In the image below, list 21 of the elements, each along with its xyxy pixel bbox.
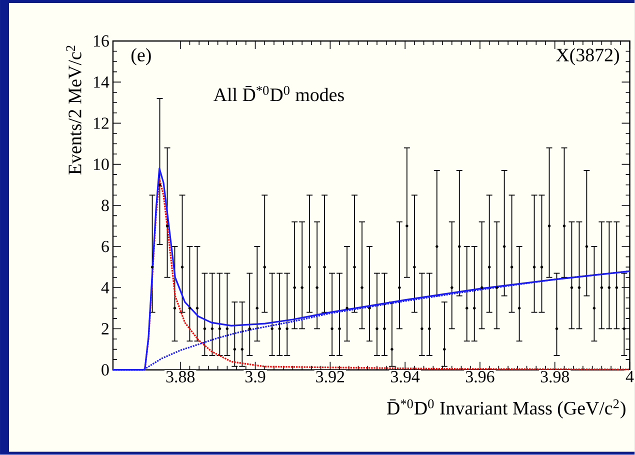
y-tick-label: 16 bbox=[94, 35, 109, 47]
x-tick-label: 3.98 bbox=[540, 371, 570, 383]
y-tick-label: 4 bbox=[101, 282, 110, 294]
y-axis-title: Events/2 MeV/c$^{2}$ bbox=[66, 46, 82, 175]
x-axis-title: D̄$^{*0}$D$^{0}$ Invariant Mass (GeV/c$^{2}$) bbox=[387, 399, 626, 419]
x-tick-label: 3.96 bbox=[466, 371, 494, 383]
annotation: (e) bbox=[131, 48, 151, 66]
y-tick-label: 6 bbox=[102, 240, 109, 252]
x-tick-label: 3.92 bbox=[316, 371, 344, 383]
x-tick-label: 3.88 bbox=[166, 371, 195, 383]
x-tick-label: 3.94 bbox=[391, 371, 420, 383]
y-tick-label: 10 bbox=[94, 158, 109, 170]
x-tick-label: 4 bbox=[626, 371, 634, 382]
annotation: X(3872) bbox=[556, 48, 619, 66]
y-tick-label: 12 bbox=[94, 118, 109, 129]
y-tick-label: 8 bbox=[102, 200, 109, 212]
y-tick-label: 2 bbox=[102, 323, 109, 334]
y-tick-label: 14 bbox=[94, 76, 110, 88]
annotation: All D̄$^{*0}$D$^{0}$ modes bbox=[214, 86, 344, 102]
x-tick-label: 3.9 bbox=[246, 371, 266, 383]
y-tick-label: 0 bbox=[102, 364, 109, 376]
